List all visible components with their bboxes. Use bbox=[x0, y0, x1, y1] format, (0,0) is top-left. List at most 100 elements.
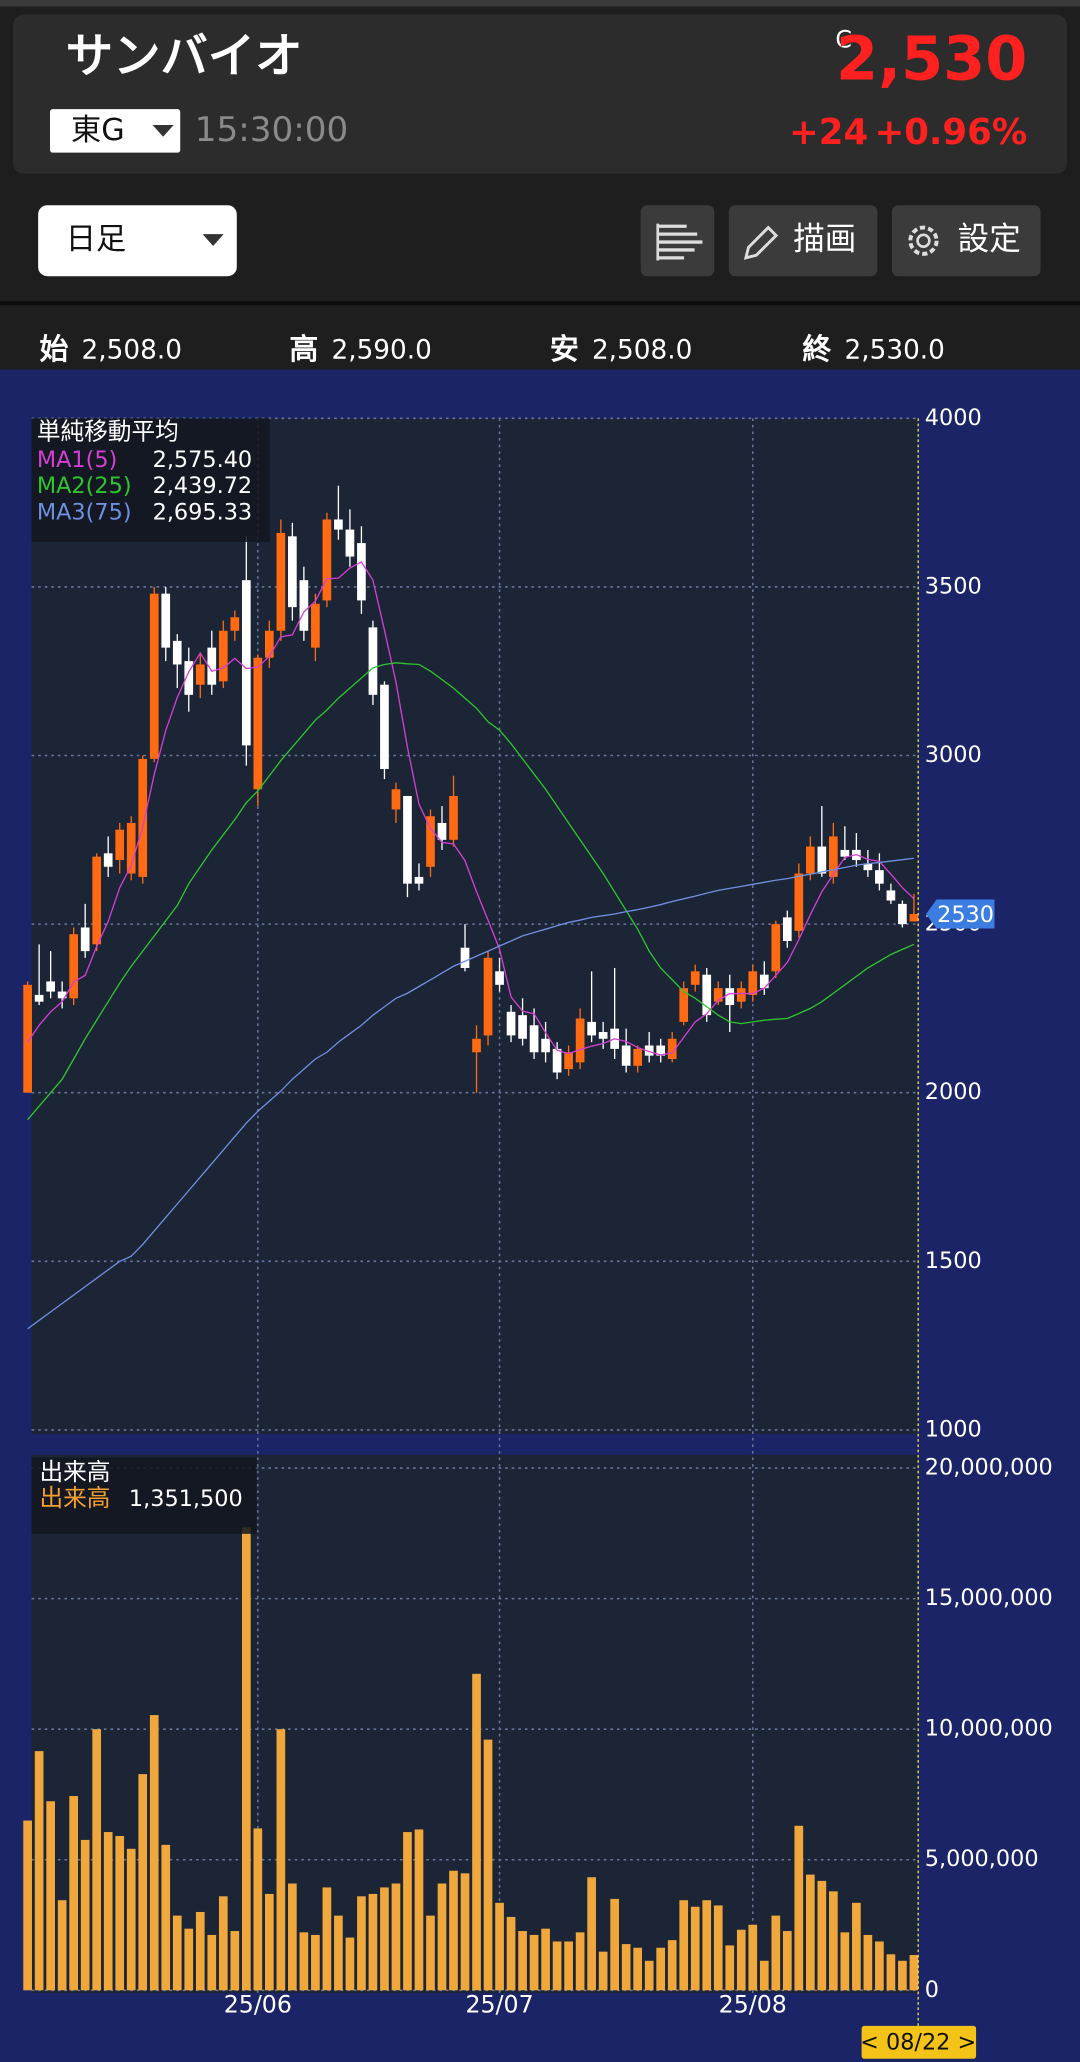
candle-body bbox=[103, 853, 113, 867]
volume-bar bbox=[852, 1902, 861, 1991]
gear-icon bbox=[908, 225, 939, 256]
volume-bar bbox=[126, 1848, 136, 1991]
y-tick-label: 0 bbox=[925, 1977, 939, 2003]
y-tick-label: 15,000,000 bbox=[925, 1585, 1053, 1611]
ohlc-value: 2,508.0 bbox=[592, 336, 692, 366]
candle-body bbox=[829, 836, 838, 877]
volume-bar bbox=[115, 1835, 125, 1991]
candle-body bbox=[644, 1045, 654, 1056]
volume-bar bbox=[265, 1893, 274, 1991]
candle-body bbox=[57, 991, 67, 999]
candle-body bbox=[633, 1048, 643, 1066]
candle-body bbox=[138, 758, 148, 877]
volume-bar bbox=[483, 1739, 493, 1991]
layout-button[interactable] bbox=[640, 205, 715, 277]
y-tick-label: 3500 bbox=[925, 573, 982, 599]
candle-body bbox=[299, 580, 309, 631]
volume-bar bbox=[829, 1891, 838, 1991]
candle-body bbox=[161, 593, 171, 648]
candle-body bbox=[725, 988, 735, 1006]
ohlc-value: 2,508.0 bbox=[82, 336, 182, 366]
y-tick-label: 5,000,000 bbox=[925, 1846, 1039, 1872]
volume-bar bbox=[472, 1673, 481, 1991]
y-tick-label: 1500 bbox=[925, 1248, 982, 1274]
volume-bar bbox=[748, 1924, 758, 1991]
legend-name: MA3(75) bbox=[37, 500, 132, 526]
candle-body bbox=[702, 974, 712, 1016]
ohlc-row: 始 2,508.0 高 2,590.0 安 2,508.0 終 2,530.0 bbox=[39, 332, 944, 366]
price-flag: C bbox=[835, 25, 852, 53]
volume-bar bbox=[414, 1829, 424, 1991]
candle-body bbox=[495, 971, 504, 985]
ohlc-value: 2,590.0 bbox=[331, 336, 431, 366]
period-box[interactable] bbox=[38, 205, 237, 277]
volume-bar bbox=[241, 1527, 251, 1991]
market-select[interactable]: 東G bbox=[49, 109, 181, 153]
volume-bar bbox=[598, 1951, 608, 1991]
ohlc-value: 2,530.0 bbox=[845, 336, 945, 366]
candle-body bbox=[748, 971, 758, 995]
candle-body bbox=[667, 1038, 677, 1059]
candle-body bbox=[230, 617, 240, 631]
volume-bar bbox=[288, 1883, 297, 1991]
candle-body bbox=[552, 1048, 562, 1073]
legend-name: MA1(5) bbox=[37, 447, 118, 473]
volume-bar bbox=[702, 1900, 712, 1991]
candle-body bbox=[460, 947, 470, 968]
candle-body bbox=[587, 1021, 596, 1036]
price-tag-label: 2530 bbox=[937, 902, 994, 928]
draw-button[interactable]: 描画 bbox=[728, 205, 878, 277]
candle-body bbox=[690, 971, 700, 985]
dropdown-arrow bbox=[202, 234, 224, 246]
candle-body bbox=[518, 1015, 527, 1039]
candle-body bbox=[126, 822, 136, 874]
candle-body bbox=[207, 647, 217, 685]
period-select[interactable]: 日足 bbox=[38, 205, 237, 277]
candle-body bbox=[80, 927, 90, 952]
legend-title: 単純移動平均 bbox=[37, 417, 179, 445]
candle-body bbox=[253, 657, 263, 790]
volume-bar bbox=[644, 1960, 654, 1991]
legend-value: 2,695.33 bbox=[153, 500, 253, 526]
button-box[interactable] bbox=[891, 205, 1041, 277]
y-tick-label: 1000 bbox=[925, 1416, 982, 1442]
candle-body bbox=[46, 981, 55, 992]
volume-bar bbox=[782, 1931, 792, 1991]
change: +24 bbox=[789, 112, 868, 153]
volume-bar bbox=[633, 1947, 643, 1991]
ohlc-label: 終 bbox=[802, 332, 831, 366]
volume-bar bbox=[46, 1801, 55, 1991]
y-tick-label: 2000 bbox=[925, 1079, 982, 1105]
volume-bar bbox=[230, 1931, 240, 1991]
date-tag-box bbox=[861, 2025, 977, 2059]
volume-bar bbox=[713, 1905, 723, 1991]
overlay: 4000350030002500200015001000単純移動平均MA1(5)… bbox=[31, 405, 1053, 2059]
candle-body bbox=[575, 1018, 585, 1063]
candle-body bbox=[621, 1045, 631, 1066]
volume-bar bbox=[357, 1896, 366, 1991]
legend-name: MA2(25) bbox=[37, 473, 132, 499]
candle-body bbox=[149, 593, 159, 759]
button-box[interactable] bbox=[728, 205, 878, 277]
market-box[interactable] bbox=[49, 109, 181, 153]
volume-bar bbox=[23, 1820, 32, 1991]
volume-bar bbox=[195, 1911, 205, 1991]
volume-bar bbox=[311, 1934, 320, 1991]
settings-label[interactable]: 設定 bbox=[958, 222, 1021, 258]
candle-body bbox=[426, 816, 435, 867]
volume-bar bbox=[380, 1887, 389, 1991]
period[interactable]: 日足 bbox=[66, 222, 127, 257]
candle-body bbox=[898, 903, 907, 925]
volume-bar bbox=[863, 1934, 873, 1991]
volume-bar bbox=[138, 1774, 148, 1991]
market[interactable]: 東G bbox=[71, 113, 125, 148]
candle-body bbox=[679, 988, 689, 1022]
pencil-icon bbox=[743, 225, 779, 260]
ohlc-label: 始 bbox=[39, 332, 68, 366]
volume-bar bbox=[322, 1887, 332, 1991]
volume-bar bbox=[506, 1916, 516, 1991]
settings-button[interactable]: 設定 bbox=[891, 205, 1041, 277]
draw-label[interactable]: 描画 bbox=[793, 222, 856, 258]
candle-body bbox=[886, 890, 896, 901]
volume-bar bbox=[690, 1906, 700, 1991]
